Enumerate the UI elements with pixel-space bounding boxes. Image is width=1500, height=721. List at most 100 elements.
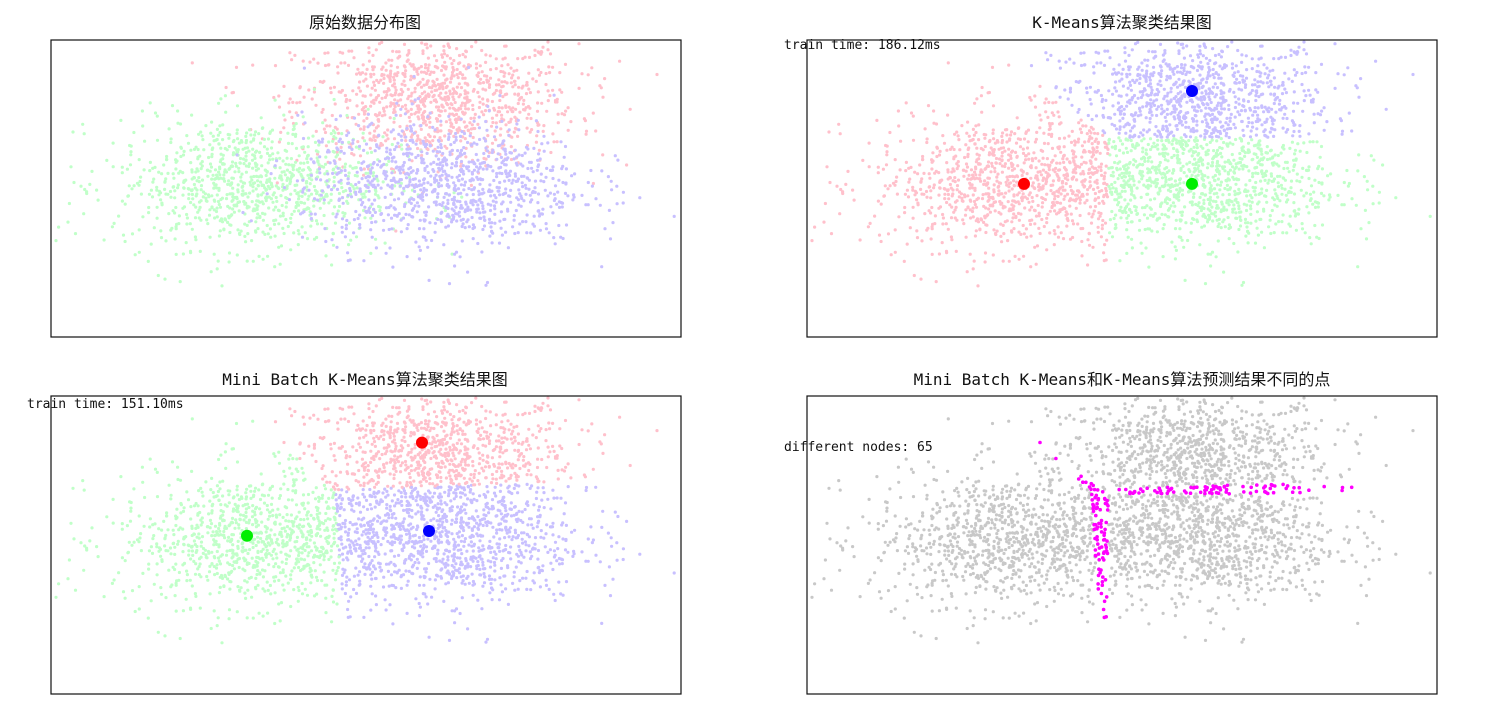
data-point [207, 155, 211, 160]
data-point [1169, 112, 1173, 116]
data-point [285, 156, 289, 160]
data-point [508, 194, 512, 198]
data-point [402, 186, 406, 190]
data-point [257, 132, 261, 136]
data-point [1136, 114, 1140, 118]
data-point [294, 111, 298, 115]
data-point [244, 151, 248, 155]
data-point [461, 76, 465, 80]
data-point [973, 142, 977, 146]
data-point [1087, 243, 1092, 247]
data-point [230, 192, 234, 196]
data-point [540, 142, 544, 146]
data-point [875, 118, 879, 122]
data-point [1103, 140, 1107, 144]
data-point [376, 194, 380, 198]
data-point [232, 138, 236, 143]
data-point [1052, 191, 1056, 195]
data-point [255, 216, 259, 220]
data-point [517, 188, 521, 192]
data-point [829, 232, 834, 236]
data-point [210, 120, 214, 124]
data-point [1047, 132, 1051, 136]
data-point [1196, 55, 1201, 59]
data-point [485, 280, 490, 285]
data-point [316, 198, 320, 202]
data-point [1006, 239, 1010, 243]
data-point [599, 86, 603, 90]
data-point [185, 134, 189, 138]
data-point [1284, 91, 1288, 95]
data-point [449, 124, 453, 128]
data-point [81, 122, 85, 126]
data-point [1133, 119, 1137, 123]
data-point [256, 199, 260, 203]
data-point [343, 211, 347, 216]
data-point [222, 228, 226, 232]
data-point [478, 100, 482, 104]
data-point [372, 72, 376, 76]
data-point [525, 213, 529, 217]
data-point [421, 117, 426, 122]
data-point [1207, 87, 1212, 91]
data-point [545, 166, 549, 170]
data-point [244, 154, 248, 158]
data-point [580, 72, 584, 76]
data-point [404, 184, 408, 188]
data-point [511, 178, 515, 182]
data-point [423, 109, 427, 114]
data-point [431, 95, 435, 99]
data-point [432, 169, 436, 173]
data-point [510, 76, 514, 80]
data-point [541, 45, 545, 49]
data-point [226, 220, 230, 224]
data-point [1088, 175, 1092, 179]
data-point [556, 190, 560, 194]
data-point [548, 71, 552, 75]
data-point [1202, 103, 1206, 107]
data-point [1257, 57, 1261, 61]
data-point [164, 239, 168, 243]
data-point [497, 106, 501, 110]
data-point [498, 219, 502, 223]
data-point [259, 154, 263, 158]
data-point [316, 150, 320, 154]
data-point [399, 107, 403, 111]
data-point [252, 174, 256, 179]
data-point [813, 225, 817, 229]
data-point [969, 216, 973, 220]
data-point [1255, 127, 1259, 131]
data-point [398, 167, 403, 171]
data-point [493, 91, 497, 95]
data-point [423, 210, 427, 214]
data-point [1015, 116, 1019, 120]
data-point [501, 159, 505, 163]
data-point [181, 252, 185, 256]
data-point [346, 251, 350, 255]
data-point [1092, 209, 1096, 213]
data-point [1144, 79, 1148, 83]
data-point [238, 156, 243, 161]
data-point [465, 220, 469, 224]
data-point [1269, 92, 1273, 96]
data-point [237, 200, 242, 204]
data-point [347, 221, 352, 225]
data-point [376, 183, 380, 187]
data-point [1244, 54, 1248, 58]
data-point [265, 192, 269, 196]
data-point [411, 177, 415, 181]
data-point [1246, 116, 1250, 120]
data-point [329, 91, 333, 95]
data-point [365, 67, 369, 71]
data-point [294, 205, 298, 210]
data-point [417, 245, 421, 249]
data-point [266, 161, 270, 165]
data-point [1042, 224, 1046, 229]
data-point [357, 112, 361, 116]
data-point [978, 173, 982, 177]
data-point [389, 64, 393, 68]
data-point [886, 187, 890, 191]
data-point [382, 76, 386, 81]
data-point [965, 131, 969, 135]
data-point [434, 100, 439, 104]
